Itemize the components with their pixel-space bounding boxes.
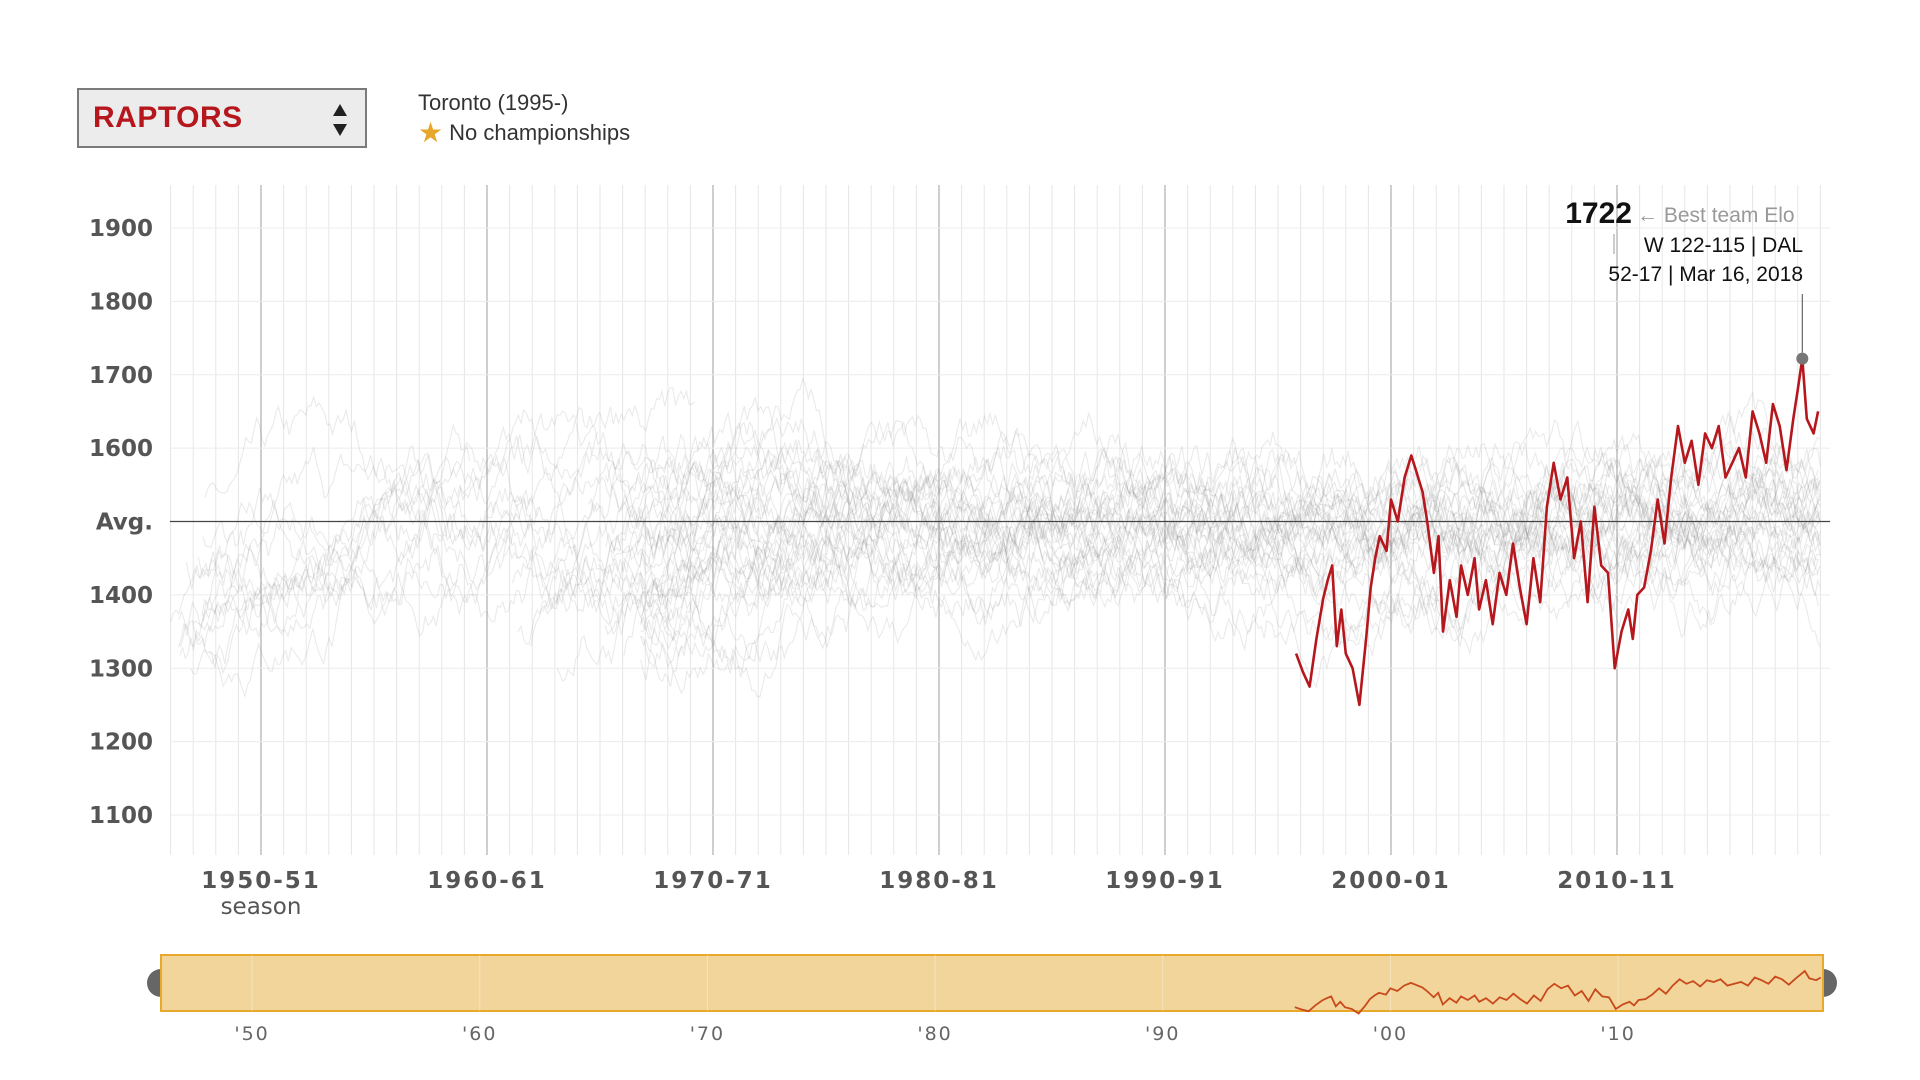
x-tick-label: 2010-11 [1557, 868, 1677, 894]
team-elo-line[interactable] [1294, 357, 1820, 707]
brush-tick-label: '50 [234, 1023, 269, 1045]
other-team-line [503, 419, 1820, 592]
y-tick-label: 1400 [89, 583, 153, 609]
best-elo-game: W 122-115 | DAL [1644, 234, 1803, 257]
other-team-line [604, 448, 1821, 642]
other-team-line [201, 406, 848, 618]
best-elo-value: 1722 [1565, 197, 1632, 230]
other-team-line [640, 444, 1821, 669]
other-team-line [640, 442, 1821, 698]
other-team-line [634, 448, 1821, 610]
best-elo-record-date: 52-17 | Mar 16, 2018 [1608, 263, 1803, 286]
other-team-line [517, 456, 1821, 645]
y-tick-label: 1900 [89, 216, 153, 242]
other-team-line [208, 444, 471, 675]
other-team-line [664, 458, 1819, 642]
y-tick-label: 1600 [89, 436, 153, 462]
brush-tick-label: '60 [462, 1023, 497, 1045]
other-team-line [640, 508, 1821, 689]
championships-row: ★ No championships [418, 118, 630, 148]
other-team-line [539, 436, 1821, 646]
other-team-line [178, 548, 459, 636]
other-team-line [623, 446, 1821, 657]
other-team-line [185, 446, 532, 592]
x-tick-label: 1960-61 [427, 868, 547, 894]
star-icon: ★ [418, 117, 444, 148]
x-tick-label: 1950-51 [201, 868, 321, 894]
y-tick-label: 1300 [89, 656, 153, 682]
best-elo-label: ← Best team Elo [1637, 204, 1795, 227]
other-team-line [178, 457, 540, 665]
other-team-line [613, 420, 1819, 551]
best-elo-point[interactable] [1796, 352, 1809, 365]
other-team-line [179, 463, 851, 648]
other-team-line [190, 529, 515, 698]
other-team-line [665, 447, 1819, 585]
other-team-line [597, 395, 1819, 607]
brush-team-line [1294, 969, 1822, 1015]
grid [170, 185, 1830, 855]
other-team-line [640, 458, 1821, 647]
x-axis: 1950-51 1960-61 1970-71 1980-81 1990-91 2000-… [201, 868, 1677, 894]
up-down-arrows-icon [333, 104, 347, 136]
other-team-line [640, 418, 1821, 592]
x-tick-label: 1990-91 [1105, 868, 1225, 894]
x-tick-label: 1980-81 [879, 868, 999, 894]
y-tick-label: 1100 [89, 803, 153, 829]
brush-selection[interactable] [160, 954, 1824, 1012]
other-team-line [637, 464, 1819, 633]
other-team-line [610, 443, 1819, 600]
brush-tick-label: '70 [690, 1023, 725, 1045]
other-team-line [204, 394, 640, 544]
other-team-line [202, 491, 690, 622]
best-elo-annotation: 1722 ← Best team Elo W 122-115 | DAL 52-… [1565, 197, 1809, 365]
y-tick-label: 1200 [89, 730, 153, 756]
other-team-line [170, 443, 858, 623]
team-info: Toronto (1995-) ★ No championships [418, 88, 630, 148]
x-tick-label: 2000-01 [1331, 868, 1451, 894]
y-tick-label: 1700 [89, 363, 153, 389]
team-select-value: RAPTORS [93, 101, 243, 134]
other-team-line [530, 445, 1820, 647]
team-location: Toronto (1995-) [418, 90, 569, 115]
other-team-line [623, 445, 1821, 601]
y-tick-label: Avg. [96, 510, 153, 536]
other-team-line [640, 415, 1821, 633]
other-team-line [511, 441, 1821, 648]
team-select[interactable]: RAPTORS [77, 88, 367, 148]
brush-axis: '50 '60 '70 '80 '90 '00 '10 [234, 1023, 1635, 1045]
y-tick-label: 1800 [89, 289, 153, 315]
other-team-line [202, 487, 697, 637]
championships-text: No championships [449, 120, 631, 145]
brush-tick-label: '90 [1145, 1023, 1180, 1045]
other-team-line [197, 387, 695, 596]
time-range-brush[interactable]: '50 '60 '70 '80 '90 '00 '10 [147, 954, 1837, 1045]
brush-gridlines [251, 955, 1619, 1011]
x-axis-label: season [221, 894, 302, 920]
other-team-line [588, 448, 1821, 624]
other-team-line [179, 441, 729, 660]
y-axis: 1900 1800 1700 1600 Avg. 1400 1300 1200 1100 [89, 216, 153, 829]
x-tick-label: 1970-71 [653, 868, 773, 894]
other-team-line [605, 411, 1819, 618]
other-team-line [640, 441, 1821, 687]
other-team-line [192, 431, 598, 626]
other-team-line [604, 411, 1821, 656]
brush-tick-label: '10 [1600, 1023, 1635, 1045]
brush-tick-label: '80 [917, 1023, 952, 1045]
other-team-line [658, 488, 1820, 662]
other-team-line [640, 419, 1821, 599]
other-team-line [640, 440, 1821, 695]
other-team-line [556, 458, 1819, 682]
other-teams-lines [170, 377, 1821, 698]
brush-tick-label: '00 [1373, 1023, 1408, 1045]
